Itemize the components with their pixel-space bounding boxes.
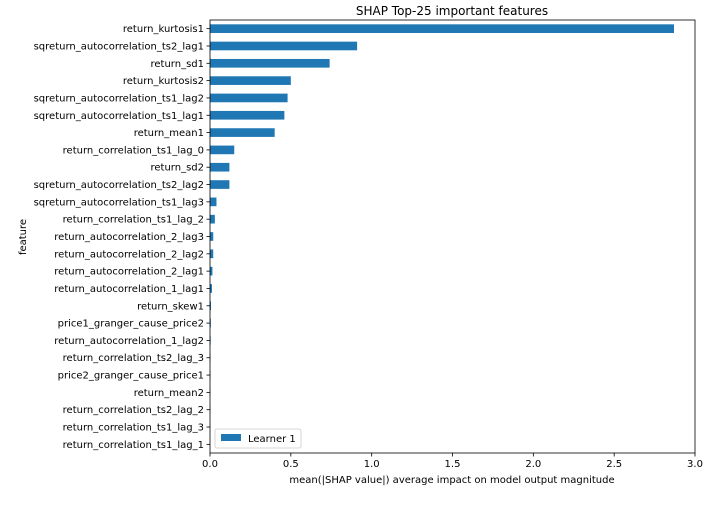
y-tick-label-9: sqreturn_autocorrelation_ts2_lag2 (34, 180, 204, 191)
x-tick-label-6: 3.0 (687, 459, 703, 470)
legend-label: Learner 1 (248, 434, 296, 445)
y-tick-label-0: return_kurtosis1 (123, 24, 204, 35)
bar-13 (210, 249, 213, 258)
y-tick-label-19: return_correlation_ts2_lag_3 (63, 353, 204, 364)
bar-10 (210, 198, 216, 207)
y-tick-label-14: return_autocorrelation_2_lag1 (54, 267, 204, 278)
y-tick-label-23: return_correlation_ts1_lag_3 (63, 423, 204, 434)
y-tick-label-11: return_correlation_ts1_lag_2 (63, 215, 204, 226)
y-axis-label: feature (18, 219, 29, 255)
y-tick-label-4: sqreturn_autocorrelation_ts1_lag2 (34, 93, 204, 104)
bar-6 (210, 128, 275, 137)
y-tick-label-20: price2_granger_cause_price1 (58, 371, 204, 382)
x-tick-label-1: 0.5 (283, 459, 299, 470)
chart-title: SHAP Top-25 important features (356, 4, 548, 18)
x-tick-label-2: 1.0 (364, 459, 380, 470)
bar-12 (210, 232, 213, 241)
y-tick-label-18: return_autocorrelation_1_lag2 (54, 336, 204, 347)
y-tick-label-2: return_sd1 (151, 59, 205, 70)
y-tick-label-17: price1_granger_cause_price2 (58, 319, 204, 330)
x-tick-label-4: 2.0 (525, 459, 541, 470)
bar-7 (210, 146, 234, 155)
y-tick-label-12: return_autocorrelation_2_lag3 (54, 232, 204, 243)
bar-3 (210, 76, 291, 85)
x-tick-label-5: 2.5 (606, 459, 622, 470)
y-tick-label-21: return_mean2 (134, 388, 204, 399)
y-tick-label-5: sqreturn_autocorrelation_ts1_lag1 (34, 111, 204, 122)
y-tick-label-3: return_kurtosis2 (123, 76, 204, 87)
y-tick-label-1: sqreturn_autocorrelation_ts2_lag1 (34, 41, 204, 52)
y-tick-label-16: return_skew1 (137, 301, 204, 312)
y-tick-label-7: return_correlation_ts1_lag_0 (63, 145, 204, 156)
bar-0 (210, 24, 674, 33)
x-tick-label-0: 0.0 (202, 459, 218, 470)
y-tick-label-10: sqreturn_autocorrelation_ts1_lag3 (34, 197, 204, 208)
y-tick-label-22: return_correlation_ts2_lag_2 (63, 405, 204, 416)
y-tick-label-6: return_mean1 (134, 128, 204, 139)
y-tick-label-15: return_autocorrelation_1_lag1 (54, 284, 204, 295)
y-tick-label-8: return_sd2 (151, 163, 205, 174)
x-tick-label-3: 1.5 (445, 459, 461, 470)
y-tick-label-24: return_correlation_ts1_lag_1 (63, 440, 204, 451)
legend: Learner 1 (215, 429, 301, 448)
legend-swatch (221, 434, 241, 441)
bar-9 (210, 180, 229, 189)
x-axis-label: mean(|SHAP value|) average impact on mod… (289, 475, 614, 486)
bar-2 (210, 59, 330, 68)
bar-1 (210, 42, 357, 51)
bar-11 (210, 215, 215, 224)
y-tick-label-13: return_autocorrelation_2_lag2 (54, 249, 204, 260)
bar-4 (210, 94, 288, 103)
bar-5 (210, 111, 284, 120)
bar-8 (210, 163, 229, 172)
